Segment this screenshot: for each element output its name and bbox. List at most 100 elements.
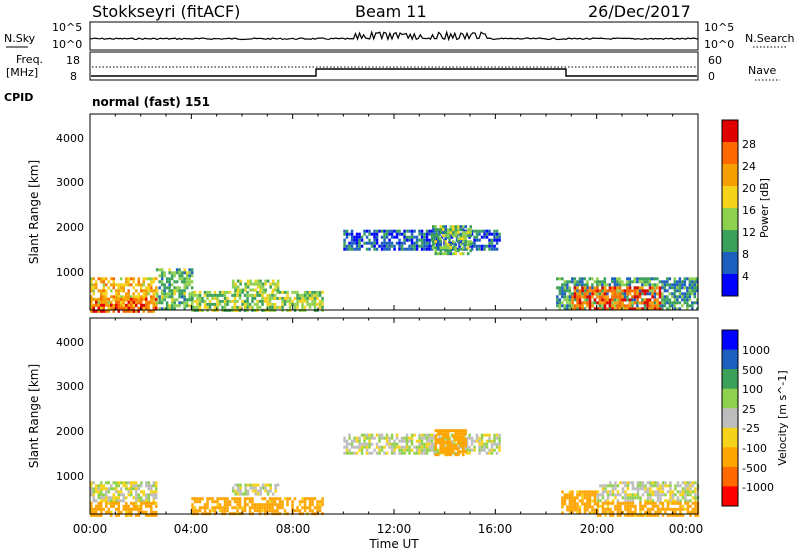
heatmap-cell-1 — [100, 303, 103, 307]
heatmap-cell-1 — [117, 507, 120, 511]
heatmap-cell-7 — [644, 484, 647, 488]
heatmap-cell-1 — [125, 303, 128, 307]
heatmap-cell-8 — [633, 292, 637, 296]
heatmap-cell-1 — [122, 504, 125, 508]
heatmap-cell-8 — [658, 289, 662, 293]
heatmap-cell-0 — [102, 496, 105, 500]
heatmap-cell-7 — [606, 490, 610, 494]
heatmap-cell-6 — [596, 511, 599, 515]
heatmap-cell-7 — [601, 304, 604, 308]
heatmap-cell-8 — [631, 289, 634, 293]
heatmap-cell-0 — [140, 496, 143, 500]
heatmap-cell-7 — [661, 292, 664, 296]
heatmap-cell-8 — [623, 298, 627, 302]
heatmap-cell-7 — [673, 289, 677, 293]
heatmap-cell-0 — [145, 295, 148, 299]
heatmap-cell-6 — [591, 511, 594, 515]
freq-tick-8: 8 — [70, 70, 77, 83]
heatmap-cell-0 — [107, 499, 110, 503]
heatmap-cell-8 — [613, 301, 617, 305]
heatmap-cell-4 — [239, 282, 242, 286]
heatmap-cell-1 — [130, 297, 133, 301]
heatmap-cell-7 — [566, 286, 569, 290]
heatmap-cell-7 — [609, 493, 612, 497]
heatmap-cell-0 — [127, 289, 130, 293]
heatmap-cell-1 — [120, 297, 123, 301]
heatmap-cell-7 — [561, 292, 564, 296]
heatmap-cell-6 — [434, 234, 437, 238]
heatmap-cell-2 — [160, 271, 164, 275]
heatmap-cell-0 — [120, 481, 123, 485]
heatmap-cell-8 — [608, 289, 612, 293]
heatmap-cell-7 — [661, 295, 664, 299]
heatmap-cell-4 — [246, 282, 250, 286]
heatmap-cell-2 — [191, 509, 194, 513]
heatmap-cell-0 — [152, 493, 155, 497]
heatmap-cell-1 — [97, 507, 100, 511]
heatmap-cell-4 — [365, 445, 369, 449]
heatmap-cell-7 — [636, 304, 639, 308]
heatmap-cell-4 — [410, 448, 414, 452]
heatmap-cell-1 — [152, 297, 155, 301]
heatmap-cell-3 — [203, 305, 207, 309]
heatmap-cell-1 — [125, 504, 128, 508]
heatmap-cell-4 — [353, 445, 356, 449]
heatmap-cell-5 — [475, 235, 479, 239]
heatmap-cell-6 — [454, 225, 457, 229]
heatmap-cell-5 — [478, 247, 481, 251]
heatmap-cell-7 — [628, 277, 632, 281]
heatmap-cell-6 — [457, 240, 460, 244]
heatmap-cell-6 — [593, 493, 597, 497]
heatmap-cell-7 — [689, 487, 692, 491]
colorbar-swatch — [722, 208, 738, 231]
heatmap-cell-3 — [313, 296, 317, 300]
heatmap-cell-4 — [380, 448, 384, 452]
heatmap-cell-7 — [661, 304, 664, 308]
heatmap-cell-7 — [646, 292, 649, 296]
heatmap-cell-2 — [211, 506, 214, 510]
heatmap-cell-7 — [654, 493, 657, 497]
heatmap-cell-2 — [190, 280, 194, 284]
heatmap-cell-7 — [581, 280, 584, 284]
heatmap-cell-3 — [274, 483, 277, 487]
heatmap-cell-2 — [243, 500, 247, 504]
heatmap-cell-4 — [415, 439, 419, 443]
heatmap-cell-7 — [686, 307, 689, 311]
heatmap-cell-7 — [609, 481, 612, 485]
heatmap-cell-7 — [631, 496, 635, 500]
heatmap-cell-6 — [444, 240, 447, 244]
heatmap-cell-0 — [92, 490, 95, 494]
heatmap-cell-7 — [693, 277, 697, 281]
heatmap-cell-5 — [395, 232, 399, 236]
heatmap-cell-5 — [454, 453, 457, 457]
heatmap-cell-2 — [180, 280, 184, 284]
heatmap-cell-0 — [97, 289, 100, 293]
heatmap-cell-1 — [90, 501, 93, 505]
heatmap-cell-0 — [102, 484, 105, 488]
heatmap-cell-7 — [678, 289, 682, 293]
heatmap-cell-6 — [447, 243, 450, 247]
heatmap-cell-7 — [629, 499, 632, 503]
heatmap-cell-0 — [122, 304, 125, 308]
vel-cbar-tick-25: 25 — [742, 403, 756, 416]
heatmap-cell-7 — [563, 286, 567, 290]
heatmap-cell-0 — [152, 499, 155, 503]
heatmap-cell-6 — [454, 234, 457, 238]
heatmap-cell-8 — [616, 504, 620, 508]
heatmap-cell-2 — [190, 286, 194, 290]
cpid-label: CPID — [4, 91, 33, 104]
heatmap-cell-0 — [122, 484, 125, 488]
heatmap-cell-8 — [616, 307, 619, 311]
heatmap-cell-3 — [296, 305, 299, 309]
heatmap-cell-7 — [673, 307, 677, 311]
heatmap-cell-8 — [651, 501, 655, 505]
heatmap-cell-4 — [365, 433, 369, 437]
heatmap-cell-5 — [444, 447, 447, 451]
heatmap-cell-7 — [686, 493, 690, 497]
xtick-1600: 16:00 — [478, 522, 513, 536]
heatmap-cell-3 — [321, 305, 324, 309]
heatmap-cell-3 — [223, 302, 227, 306]
power-cbar-tick-16: 16 — [742, 204, 756, 217]
heatmap-cell-7 — [629, 481, 632, 485]
heatmap-cell-7 — [643, 283, 647, 287]
